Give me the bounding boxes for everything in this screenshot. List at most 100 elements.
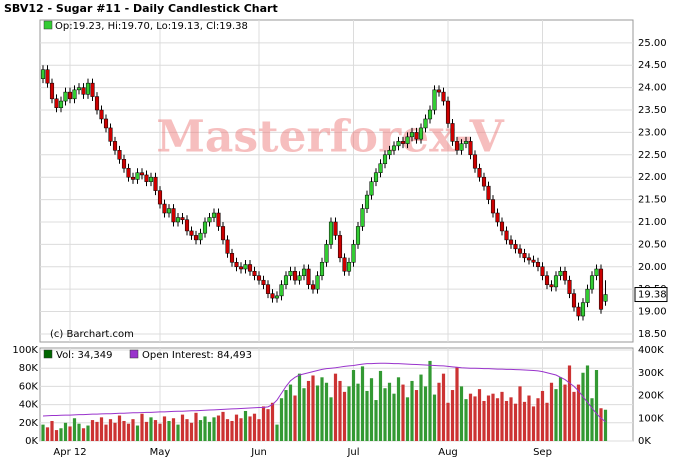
candle-body	[450, 123, 455, 142]
candle-body	[202, 221, 208, 234]
candle-body	[49, 82, 55, 100]
candle-body	[76, 87, 82, 91]
volume-bar	[117, 415, 122, 441]
candle-body	[306, 268, 311, 285]
candle-body	[288, 270, 293, 276]
volume-bar	[239, 418, 243, 441]
candle-body	[576, 306, 581, 317]
volume-bar	[275, 424, 279, 441]
volume-bar	[455, 367, 459, 441]
candle-body	[351, 244, 356, 263]
volume-bar	[365, 390, 369, 441]
candle-body	[238, 266, 244, 270]
volume-bar	[72, 418, 77, 441]
candle-body	[594, 268, 599, 276]
volume-bar	[77, 423, 81, 441]
volume-bar	[500, 391, 504, 441]
candle-body	[531, 259, 536, 263]
volume-bar	[203, 416, 207, 441]
candle-body	[148, 176, 154, 182]
candle-body	[99, 109, 104, 120]
y2-tick-label: 100K	[638, 413, 664, 424]
candle-body	[553, 275, 559, 288]
volume-bar	[432, 394, 437, 441]
candle-body	[400, 141, 406, 144]
candle-body	[175, 217, 181, 223]
candle-body	[454, 141, 460, 151]
volume-bar	[221, 411, 225, 441]
volume-bar	[545, 402, 549, 441]
volume-bar	[270, 402, 275, 441]
candle-body	[495, 212, 500, 223]
candle-body	[94, 96, 100, 111]
volume-bar	[459, 386, 464, 441]
volume-bar	[477, 389, 482, 441]
candle-body	[585, 288, 590, 303]
candle-body	[526, 257, 532, 261]
volume-bar	[257, 419, 261, 441]
candle-body	[211, 212, 217, 218]
volume-bar	[171, 418, 176, 441]
volume-bar	[95, 421, 99, 441]
candle-body	[247, 264, 253, 272]
candle-body	[486, 185, 491, 200]
volume-bar	[302, 388, 306, 441]
candle-body	[504, 230, 509, 241]
legend-swatch	[129, 349, 139, 359]
candle-body	[360, 208, 365, 227]
volume-bar	[41, 424, 45, 441]
volume-bar	[414, 390, 419, 441]
volume-bar	[599, 408, 603, 441]
volume-bar	[126, 423, 131, 441]
legend-swatch	[43, 20, 53, 30]
y-tick-label: 20.50	[638, 239, 667, 250]
open-interest-line	[42, 362, 606, 423]
candle-body	[598, 268, 604, 310]
candle-body	[63, 91, 68, 102]
volume-bar	[230, 420, 234, 441]
candle-body	[180, 217, 185, 220]
candle-body	[301, 268, 307, 276]
y2-tick-label: 300K	[638, 368, 664, 379]
candle-body	[261, 279, 266, 285]
credit: (c) Barchart.com	[50, 329, 134, 340]
x-tick-label: Apr 12	[53, 447, 86, 458]
candle-body	[315, 275, 320, 290]
volume-bar	[158, 423, 162, 441]
volume-bar	[518, 386, 522, 441]
candle-body	[67, 91, 73, 100]
candle-body	[108, 127, 113, 142]
volume-bar	[185, 419, 189, 441]
volume-bar	[369, 378, 374, 441]
candle-body	[409, 132, 415, 138]
candle-body	[346, 262, 352, 272]
volume-bar	[378, 370, 383, 441]
x-tick-label: Aug	[438, 447, 458, 458]
candle-body	[549, 284, 554, 288]
candle-body	[252, 270, 257, 276]
y-tick-label: 25.00	[638, 38, 667, 49]
candle-body	[405, 136, 410, 144]
candle-body	[198, 232, 203, 241]
volume-bar	[423, 386, 428, 441]
candle-body	[58, 100, 64, 109]
candle-body	[45, 69, 50, 84]
candle-body	[225, 239, 230, 254]
candle-body	[216, 212, 221, 227]
candle-body	[153, 176, 158, 191]
candle-body	[481, 176, 487, 187]
volume-bar	[113, 422, 117, 441]
volume-bar	[351, 370, 356, 441]
candle-body	[423, 118, 428, 129]
candle-body	[580, 302, 586, 317]
legend-swatch	[43, 349, 53, 359]
volume-bar	[140, 413, 144, 441]
volume-bar	[401, 384, 405, 441]
candle-body	[130, 176, 136, 180]
volume-bar	[333, 373, 338, 441]
candle-body	[445, 100, 451, 124]
volume-bar	[540, 390, 545, 441]
volume-bar	[198, 420, 203, 441]
volume-bar	[68, 426, 72, 441]
volume-bar	[293, 395, 297, 441]
